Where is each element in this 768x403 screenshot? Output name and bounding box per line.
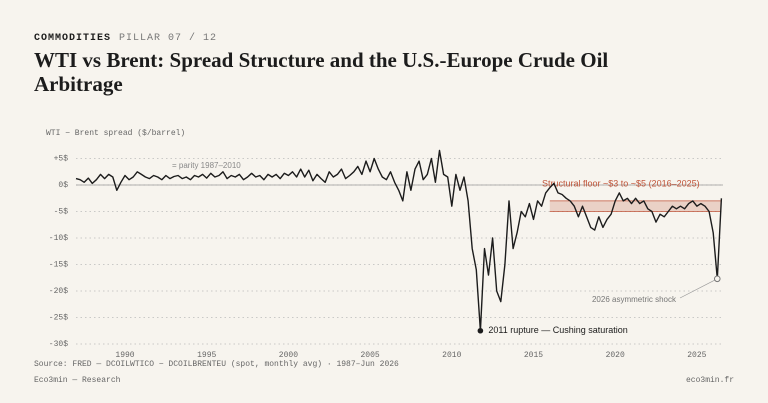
footer-right: eco3min.fr	[686, 376, 734, 385]
y-tick-label: -10$	[49, 234, 68, 243]
zero-line-label: = parity 1987–2010	[172, 161, 241, 170]
band	[549, 200, 722, 212]
x-tick-label: 2025	[687, 351, 706, 360]
y-tick-label: +5$	[54, 155, 69, 164]
annotation-point	[713, 275, 721, 283]
x-tick-label: 2005	[360, 351, 379, 360]
x-tick-label: 2010	[442, 351, 461, 360]
y-tick-label: -25$	[49, 314, 68, 323]
y-axis-label: WTI − Brent spread ($/barrel)	[46, 129, 185, 138]
source: Source: FRED — DCOILWTICO − DCOILBRENTEU…	[34, 360, 399, 369]
pillar: PILLAR 07 / 12	[119, 33, 218, 44]
chart-title: WTI vs Brent: Spread Structure and the U…	[34, 48, 609, 96]
band-label: Structural floor ~$3 to ~$5 (2016–2025)	[542, 178, 700, 188]
y-tick-label: 0$	[58, 181, 68, 190]
y-tick-label: -5$	[54, 208, 69, 217]
section: COMMODITIES	[34, 33, 112, 44]
x-tick-label: 1990	[115, 351, 134, 360]
footer-left: Eco3min — Research	[34, 376, 121, 385]
x-tick-label: 2020	[606, 351, 625, 360]
x-tick-label: 2015	[524, 351, 543, 360]
y-tick-label: -30$	[49, 340, 68, 349]
spread-line	[75, 149, 723, 332]
x-tick-label: 1995	[197, 351, 216, 360]
annotation: 2026 asymmetric shock	[592, 295, 677, 304]
annotation-point	[477, 327, 484, 334]
x-tick-label: 2000	[279, 351, 298, 360]
annotation: 2011 rupture — Cushing saturation	[488, 325, 627, 335]
y-tick-label: -15$	[49, 261, 68, 270]
leader-line	[679, 278, 718, 299]
header: COMMODITIES PILLAR 07 / 12	[34, 33, 217, 44]
y-tick-label: -20$	[49, 287, 68, 296]
